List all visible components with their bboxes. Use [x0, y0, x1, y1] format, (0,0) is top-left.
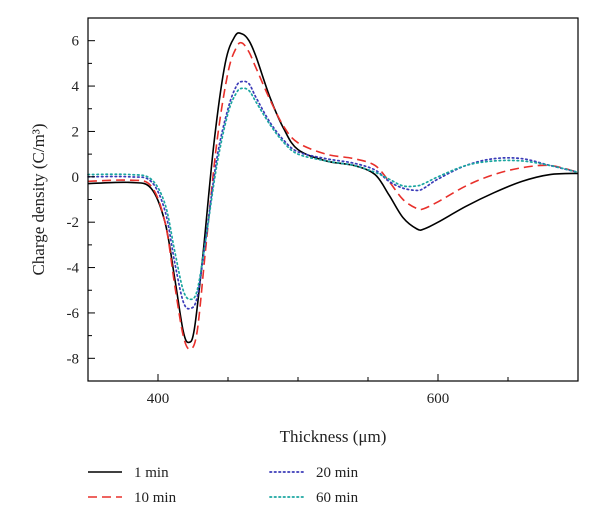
x-tick-label: 400 — [147, 391, 170, 407]
legend-label-3: 20 min — [316, 465, 359, 481]
y-tick-label: -6 — [67, 306, 80, 322]
y-tick-label: -4 — [67, 261, 80, 277]
legend-label-1: 1 min — [134, 465, 169, 481]
legend-label-2: 10 min — [134, 490, 177, 506]
x-axis-label: Thickness (μm) — [280, 427, 387, 446]
axes-layer: -8 -6 -4 -2 0 2 4 6 400 600 — [67, 17, 579, 407]
series-line-1 — [87, 32, 579, 344]
y-tick-label: 6 — [72, 34, 80, 50]
y-tick-label: 4 — [72, 79, 80, 95]
series-line-3 — [87, 80, 579, 310]
y-axis-label: Charge density (C/m³) — [29, 123, 48, 275]
x-tick-label: 600 — [427, 391, 450, 407]
series-layer — [87, 32, 579, 351]
series-line-2 — [87, 41, 579, 351]
y-tick-label: -8 — [67, 351, 80, 367]
y-tick-label: 2 — [72, 124, 80, 140]
series-line-4 — [87, 87, 579, 301]
legend: 1 min 10 min 20 min 60 min — [88, 465, 359, 506]
legend-label-4: 60 min — [316, 490, 359, 506]
y-tick-label: 0 — [72, 170, 80, 186]
y-tick-label: -2 — [67, 215, 80, 231]
